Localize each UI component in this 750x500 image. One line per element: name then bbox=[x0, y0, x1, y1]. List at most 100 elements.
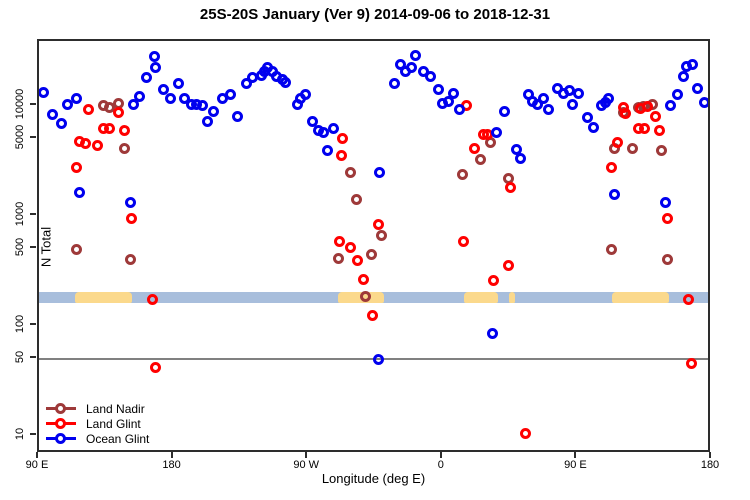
legend-item-land-nadir: Land Nadir bbox=[46, 401, 149, 416]
x-tick-label-0: 90 E bbox=[25, 459, 49, 471]
legend-marker bbox=[46, 418, 76, 429]
data-point-land-glint bbox=[147, 293, 159, 305]
data-point-land-nadir bbox=[474, 154, 486, 166]
y-tick-1 bbox=[30, 356, 36, 359]
data-point-land-glint bbox=[334, 235, 346, 247]
data-point-ocean-glint bbox=[307, 115, 319, 127]
data-point-land-nadir bbox=[661, 254, 673, 266]
data-point-land-glint bbox=[337, 132, 349, 144]
x-tick-4 bbox=[574, 452, 577, 458]
data-point-land-glint bbox=[612, 136, 624, 148]
data-point-land-nadir bbox=[375, 230, 387, 242]
data-point-land-nadir bbox=[70, 243, 82, 255]
x-axis-title: Longitude (deg E) bbox=[321, 471, 426, 486]
data-point-ocean-glint bbox=[241, 78, 253, 90]
data-point-land-nadir bbox=[350, 194, 362, 206]
chart-title: 25S-20S January (Ver 9) 2014-09-06 to 20… bbox=[199, 6, 551, 23]
x-tick-3 bbox=[439, 452, 442, 458]
data-point-land-nadir bbox=[365, 248, 377, 260]
data-point-ocean-glint bbox=[141, 71, 153, 83]
x-tick-label-1: 180 bbox=[162, 459, 181, 471]
data-point-land-glint bbox=[82, 104, 94, 116]
y-tick-6 bbox=[30, 103, 36, 105]
data-point-land-glint bbox=[685, 357, 697, 369]
data-point-land-nadir bbox=[124, 254, 136, 266]
data-point-land-nadir bbox=[332, 253, 344, 265]
data-point-land-glint bbox=[458, 235, 470, 247]
data-point-land-nadir bbox=[118, 142, 130, 154]
legend-marker bbox=[46, 403, 76, 414]
data-point-land-glint bbox=[654, 124, 666, 136]
legend-label: Land Glint bbox=[86, 416, 141, 431]
data-point-ocean-glint bbox=[582, 112, 594, 124]
data-point-land-glint bbox=[504, 181, 516, 193]
x-tick-0 bbox=[36, 452, 38, 458]
data-point-ocean-glint bbox=[537, 92, 549, 104]
data-point-land-glint bbox=[79, 137, 91, 149]
data-point-ocean-glint bbox=[664, 99, 676, 111]
land-segment-australia-wrap bbox=[611, 292, 669, 304]
land-segment-madagascar bbox=[508, 292, 515, 304]
data-point-land-glint bbox=[112, 106, 124, 118]
legend: Land Nadir Land Glint Ocean Glint bbox=[46, 401, 149, 446]
data-point-ocean-glint bbox=[299, 89, 311, 101]
data-point-land-nadir bbox=[344, 167, 356, 179]
data-point-land-glint bbox=[150, 361, 162, 373]
data-point-ocean-glint bbox=[232, 110, 244, 122]
data-point-ocean-glint bbox=[61, 98, 73, 110]
data-point-ocean-glint bbox=[660, 196, 672, 208]
data-point-land-nadir bbox=[456, 169, 468, 181]
data-point-land-glint bbox=[488, 274, 500, 286]
x-tick-1 bbox=[170, 452, 173, 458]
legend-circle bbox=[55, 433, 66, 444]
data-point-ocean-glint bbox=[208, 106, 220, 118]
x-tick-5 bbox=[709, 452, 711, 458]
data-point-land-nadir bbox=[655, 145, 667, 157]
data-point-land-nadir bbox=[103, 102, 115, 114]
data-point-ocean-glint bbox=[531, 98, 543, 110]
data-point-land-glint bbox=[468, 142, 480, 154]
data-point-ocean-glint bbox=[515, 153, 527, 165]
data-point-ocean-glint bbox=[498, 105, 510, 117]
data-point-ocean-glint bbox=[491, 126, 503, 138]
y-tick-5 bbox=[30, 136, 36, 139]
land-ocean-strip bbox=[39, 292, 708, 304]
data-point-ocean-glint bbox=[678, 70, 690, 82]
data-point-ocean-glint bbox=[148, 51, 160, 63]
data-point-ocean-glint bbox=[453, 104, 465, 116]
y-axis-title: N Total bbox=[38, 226, 54, 268]
data-point-ocean-glint bbox=[588, 121, 600, 133]
legend-label: Land Nadir bbox=[86, 401, 145, 416]
data-point-ocean-glint bbox=[374, 167, 386, 179]
y-tick-0 bbox=[30, 433, 36, 435]
x-tick-label-5: 180 bbox=[700, 459, 720, 471]
data-point-ocean-glint bbox=[196, 99, 208, 111]
legend-item-land-glint: Land Glint bbox=[46, 416, 149, 431]
data-point-land-glint bbox=[639, 123, 651, 135]
data-point-ocean-glint bbox=[410, 50, 422, 62]
data-point-land-glint bbox=[682, 293, 694, 305]
data-point-ocean-glint bbox=[73, 186, 85, 198]
data-point-land-glint bbox=[118, 124, 130, 136]
data-point-ocean-glint bbox=[39, 86, 49, 98]
data-point-land-glint bbox=[619, 108, 631, 120]
data-point-ocean-glint bbox=[70, 92, 82, 104]
x-tick-label-3: 0 bbox=[437, 459, 444, 471]
x-tick-label-4: 90 E bbox=[564, 459, 587, 471]
data-point-land-glint bbox=[519, 428, 531, 440]
data-point-ocean-glint bbox=[687, 59, 699, 71]
x-tick-2 bbox=[305, 452, 308, 458]
data-point-ocean-glint bbox=[372, 353, 384, 365]
data-point-ocean-glint bbox=[46, 109, 58, 121]
y-tick-3 bbox=[30, 246, 36, 249]
data-point-ocean-glint bbox=[672, 89, 684, 101]
data-point-land-nadir bbox=[627, 142, 639, 154]
data-point-ocean-glint bbox=[280, 76, 292, 88]
x-tick-label-2: 90 W bbox=[293, 459, 320, 471]
data-point-land-glint bbox=[358, 273, 370, 285]
data-point-ocean-glint bbox=[425, 70, 437, 82]
data-point-ocean-glint bbox=[202, 115, 214, 127]
data-point-ocean-glint bbox=[603, 92, 615, 104]
data-point-ocean-glint bbox=[133, 91, 145, 103]
